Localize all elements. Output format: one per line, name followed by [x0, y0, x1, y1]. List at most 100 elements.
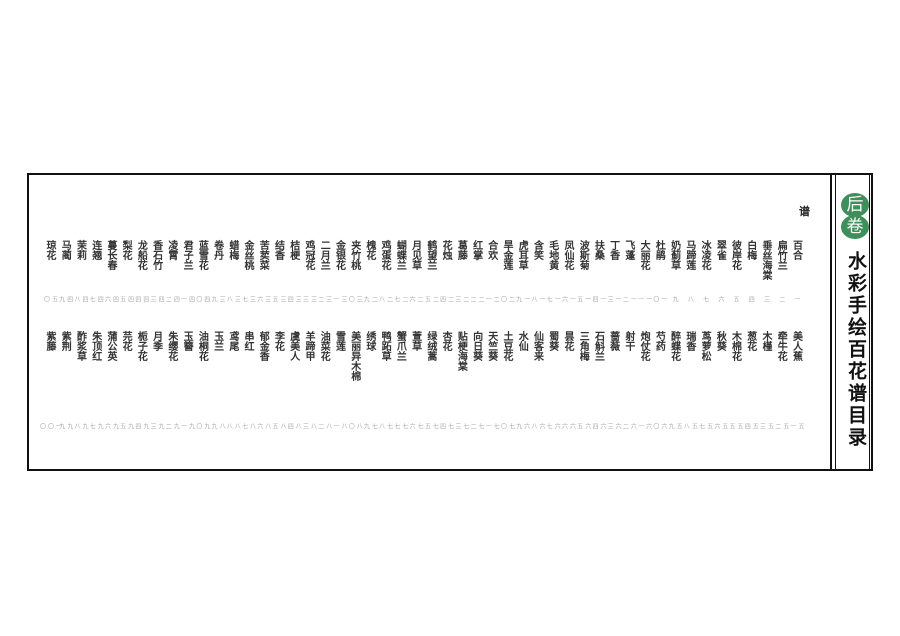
toc-entry[interactable]: 冰凌花七 [699, 240, 710, 302]
toc-entry[interactable]: 凤仙花 一六 [560, 240, 575, 302]
toc-entry[interactable]: 美丽异木棉 八〇 [347, 331, 362, 429]
toc-entry[interactable]: 扶桑 一四 [591, 240, 606, 302]
toc-entry[interactable]: 凌霄 四二 [164, 240, 179, 302]
toc-entry[interactable]: 连翘 四七 [88, 240, 103, 302]
toc-entry[interactable]: 香石竹 四三 [149, 240, 164, 302]
toc-entry[interactable]: 梨花 四五 [119, 240, 134, 302]
toc-entry[interactable]: 三角梅 六五 [576, 331, 591, 429]
toc-entry[interactable]: 蔓长春 四六 [103, 240, 118, 302]
toc-entry[interactable]: 杏花 七四 [439, 331, 454, 429]
toc-entry[interactable]: 紫荆 九九 [58, 331, 73, 429]
toc-entry[interactable]: 含笑 一八 [530, 240, 545, 302]
toc-entry[interactable]: 葛藤 二三 [454, 240, 469, 302]
toc-entry[interactable]: 虎耳草 一九 [515, 240, 530, 302]
toc-entry[interactable]: 彼岸花五 [730, 240, 741, 302]
toc-entry[interactable]: 波斯菊 一五 [576, 240, 591, 302]
toc-entry[interactable]: 奶蓟草九 [669, 240, 680, 302]
toc-entry[interactable]: 红掌 二二 [469, 240, 484, 302]
toc-entry[interactable]: 夹竹桃 三〇 [347, 240, 362, 302]
toc-entry[interactable]: 马蹄莲八 [684, 240, 695, 302]
toc-entry[interactable]: 月见草 二六 [408, 240, 423, 302]
toc-entry[interactable]: 蝴蝶兰 二七 [393, 240, 408, 302]
toc-entry[interactable]: 油桐花 九〇 [195, 331, 210, 429]
toc-entry[interactable]: 鸢尾 八八 [225, 331, 240, 429]
toc-entry[interactable]: 美人蕉 五一 [789, 331, 804, 429]
toc-entry[interactable]: 茑萝松 五七 [698, 331, 713, 429]
toc-entry[interactable]: 鹤望兰 二五 [423, 240, 438, 302]
toc-entry[interactable]: 牵牛花 五二 [774, 331, 789, 429]
toc-entry[interactable]: 羊蹄甲 八三 [301, 331, 316, 429]
toc-entry[interactable]: 蒲公英 九六 [103, 331, 118, 429]
toc-entry[interactable]: 石斛兰 六四 [591, 331, 606, 429]
toc-entry[interactable]: 玉簪 九一 [180, 331, 195, 429]
toc-entry[interactable]: 土豆花 七〇 [500, 331, 515, 429]
toc-entry[interactable]: 木棉花 五五 [728, 331, 743, 429]
toc-entry[interactable]: 醉蝶花 五九 [667, 331, 682, 429]
toc-entry[interactable]: 白梅四 [745, 240, 756, 302]
toc-entry[interactable]: 花烛 二四 [439, 240, 454, 302]
toc-entry[interactable]: 木槿 五三 [759, 331, 774, 429]
toc-entry[interactable]: 茉莉 四八 [73, 240, 88, 302]
toc-entry[interactable]: 李花 八五 [271, 331, 286, 429]
toc-entry[interactable]: 桔梗 三四 [286, 240, 301, 302]
toc-entry[interactable]: 苦荬菜 三六 [256, 240, 271, 302]
toc-entry[interactable]: 昙花 六六 [560, 331, 575, 429]
toc-entry[interactable]: 卷丹 三九 [210, 240, 225, 302]
toc-entry[interactable]: 仙客来 六八 [530, 331, 545, 429]
toc-entry[interactable]: 酢浆草 九八 [73, 331, 88, 429]
toc-entry[interactable]: 杜鹃 一〇 [652, 240, 667, 302]
toc-entry[interactable]: 串红 八七 [241, 331, 256, 429]
toc-entry[interactable]: 蜡梅 三八 [225, 240, 240, 302]
toc-entry[interactable]: 大丽花 一一 [637, 240, 652, 302]
toc-entry[interactable]: 君子兰 四一 [180, 240, 195, 302]
toc-entry[interactable]: 芫花 九五 [119, 331, 134, 429]
toc-entry[interactable]: 油菜花 八二 [317, 331, 332, 429]
toc-entry[interactable]: 绿绒蒿 七五 [423, 331, 438, 429]
toc-entry[interactable]: 绣球 七九 [362, 331, 377, 429]
toc-entry[interactable]: 结香 三五 [271, 240, 286, 302]
toc-entry[interactable]: 瑞香 五八 [682, 331, 697, 429]
toc-entry[interactable]: 鸡冠花 三三 [301, 240, 316, 302]
toc-entry[interactable]: 芍药 六〇 [652, 331, 667, 429]
toc-entry[interactable]: 葱花 五四 [743, 331, 758, 429]
toc-entry[interactable]: 萱草 七六 [408, 331, 423, 429]
toc-entry[interactable]: 向日葵 七二 [469, 331, 484, 429]
toc-entry[interactable]: 百合一 [790, 240, 801, 302]
toc-entry[interactable]: 毛地黄 一七 [545, 240, 560, 302]
toc-entry[interactable]: 丁香 一三 [606, 240, 621, 302]
toc-entry[interactable]: 旱金莲 二〇 [500, 240, 515, 302]
toc-entry[interactable]: 鸭跖草 七八 [378, 331, 393, 429]
toc-entry[interactable]: 龙船花 四四 [134, 240, 149, 302]
toc-entry[interactable]: 雪莲 八一 [332, 331, 347, 429]
toc-entry[interactable]: 扁竹兰二 [775, 240, 786, 302]
toc-entry[interactable]: 水仙 六九 [515, 331, 530, 429]
toc-entry[interactable]: 垂丝海棠三 [760, 240, 771, 302]
toc-entry[interactable]: 蟹爪兰 七七 [393, 331, 408, 429]
toc-entry[interactable]: 鸡蛋花 二八 [378, 240, 393, 302]
toc-entry[interactable]: 蜀葵 六七 [545, 331, 560, 429]
toc-entry[interactable]: 金丝桃 三七 [241, 240, 256, 302]
toc-entry[interactable]: 虞美人 八四 [286, 331, 301, 429]
toc-entry[interactable]: 天竺葵 七一 [484, 331, 499, 429]
toc-entry[interactable]: 合欢 二一 [484, 240, 499, 302]
toc-entry[interactable]: 金银花 三一 [332, 240, 347, 302]
toc-entry[interactable]: 贴梗海棠 七三 [454, 331, 469, 429]
toc-entry[interactable]: 朱缨花 九二 [164, 331, 179, 429]
toc-entry[interactable]: 月季 九三 [149, 331, 164, 429]
toc-entry[interactable]: 紫藤 一〇〇 [39, 331, 62, 429]
toc-entry[interactable]: 玉兰 八九 [210, 331, 225, 429]
toc-entry[interactable]: 郁金香 八六 [256, 331, 271, 429]
toc-entry[interactable]: 二月兰 三二 [317, 240, 332, 302]
toc-entry[interactable]: 炮仗花 六一 [637, 331, 652, 429]
toc-entry[interactable]: 琼花 五〇 [43, 240, 58, 302]
toc-entry[interactable]: 朱顶红 九七 [88, 331, 103, 429]
toc-entry[interactable]: 马蔺 四九 [58, 240, 73, 302]
toc-entry[interactable]: 栀子花 九四 [134, 331, 149, 429]
toc-entry[interactable]: 蓝雪花 四〇 [195, 240, 210, 302]
toc-entry[interactable]: 秋葵 五六 [713, 331, 728, 429]
toc-entry[interactable]: 射干 六二 [621, 331, 636, 429]
toc-entry[interactable]: 蔷薇 六三 [606, 331, 621, 429]
toc-entry[interactable]: 飞蓬 一二 [621, 240, 636, 302]
toc-entry[interactable]: 翠雀六 [714, 240, 725, 302]
toc-entry[interactable]: 槐花 二九 [362, 240, 377, 302]
